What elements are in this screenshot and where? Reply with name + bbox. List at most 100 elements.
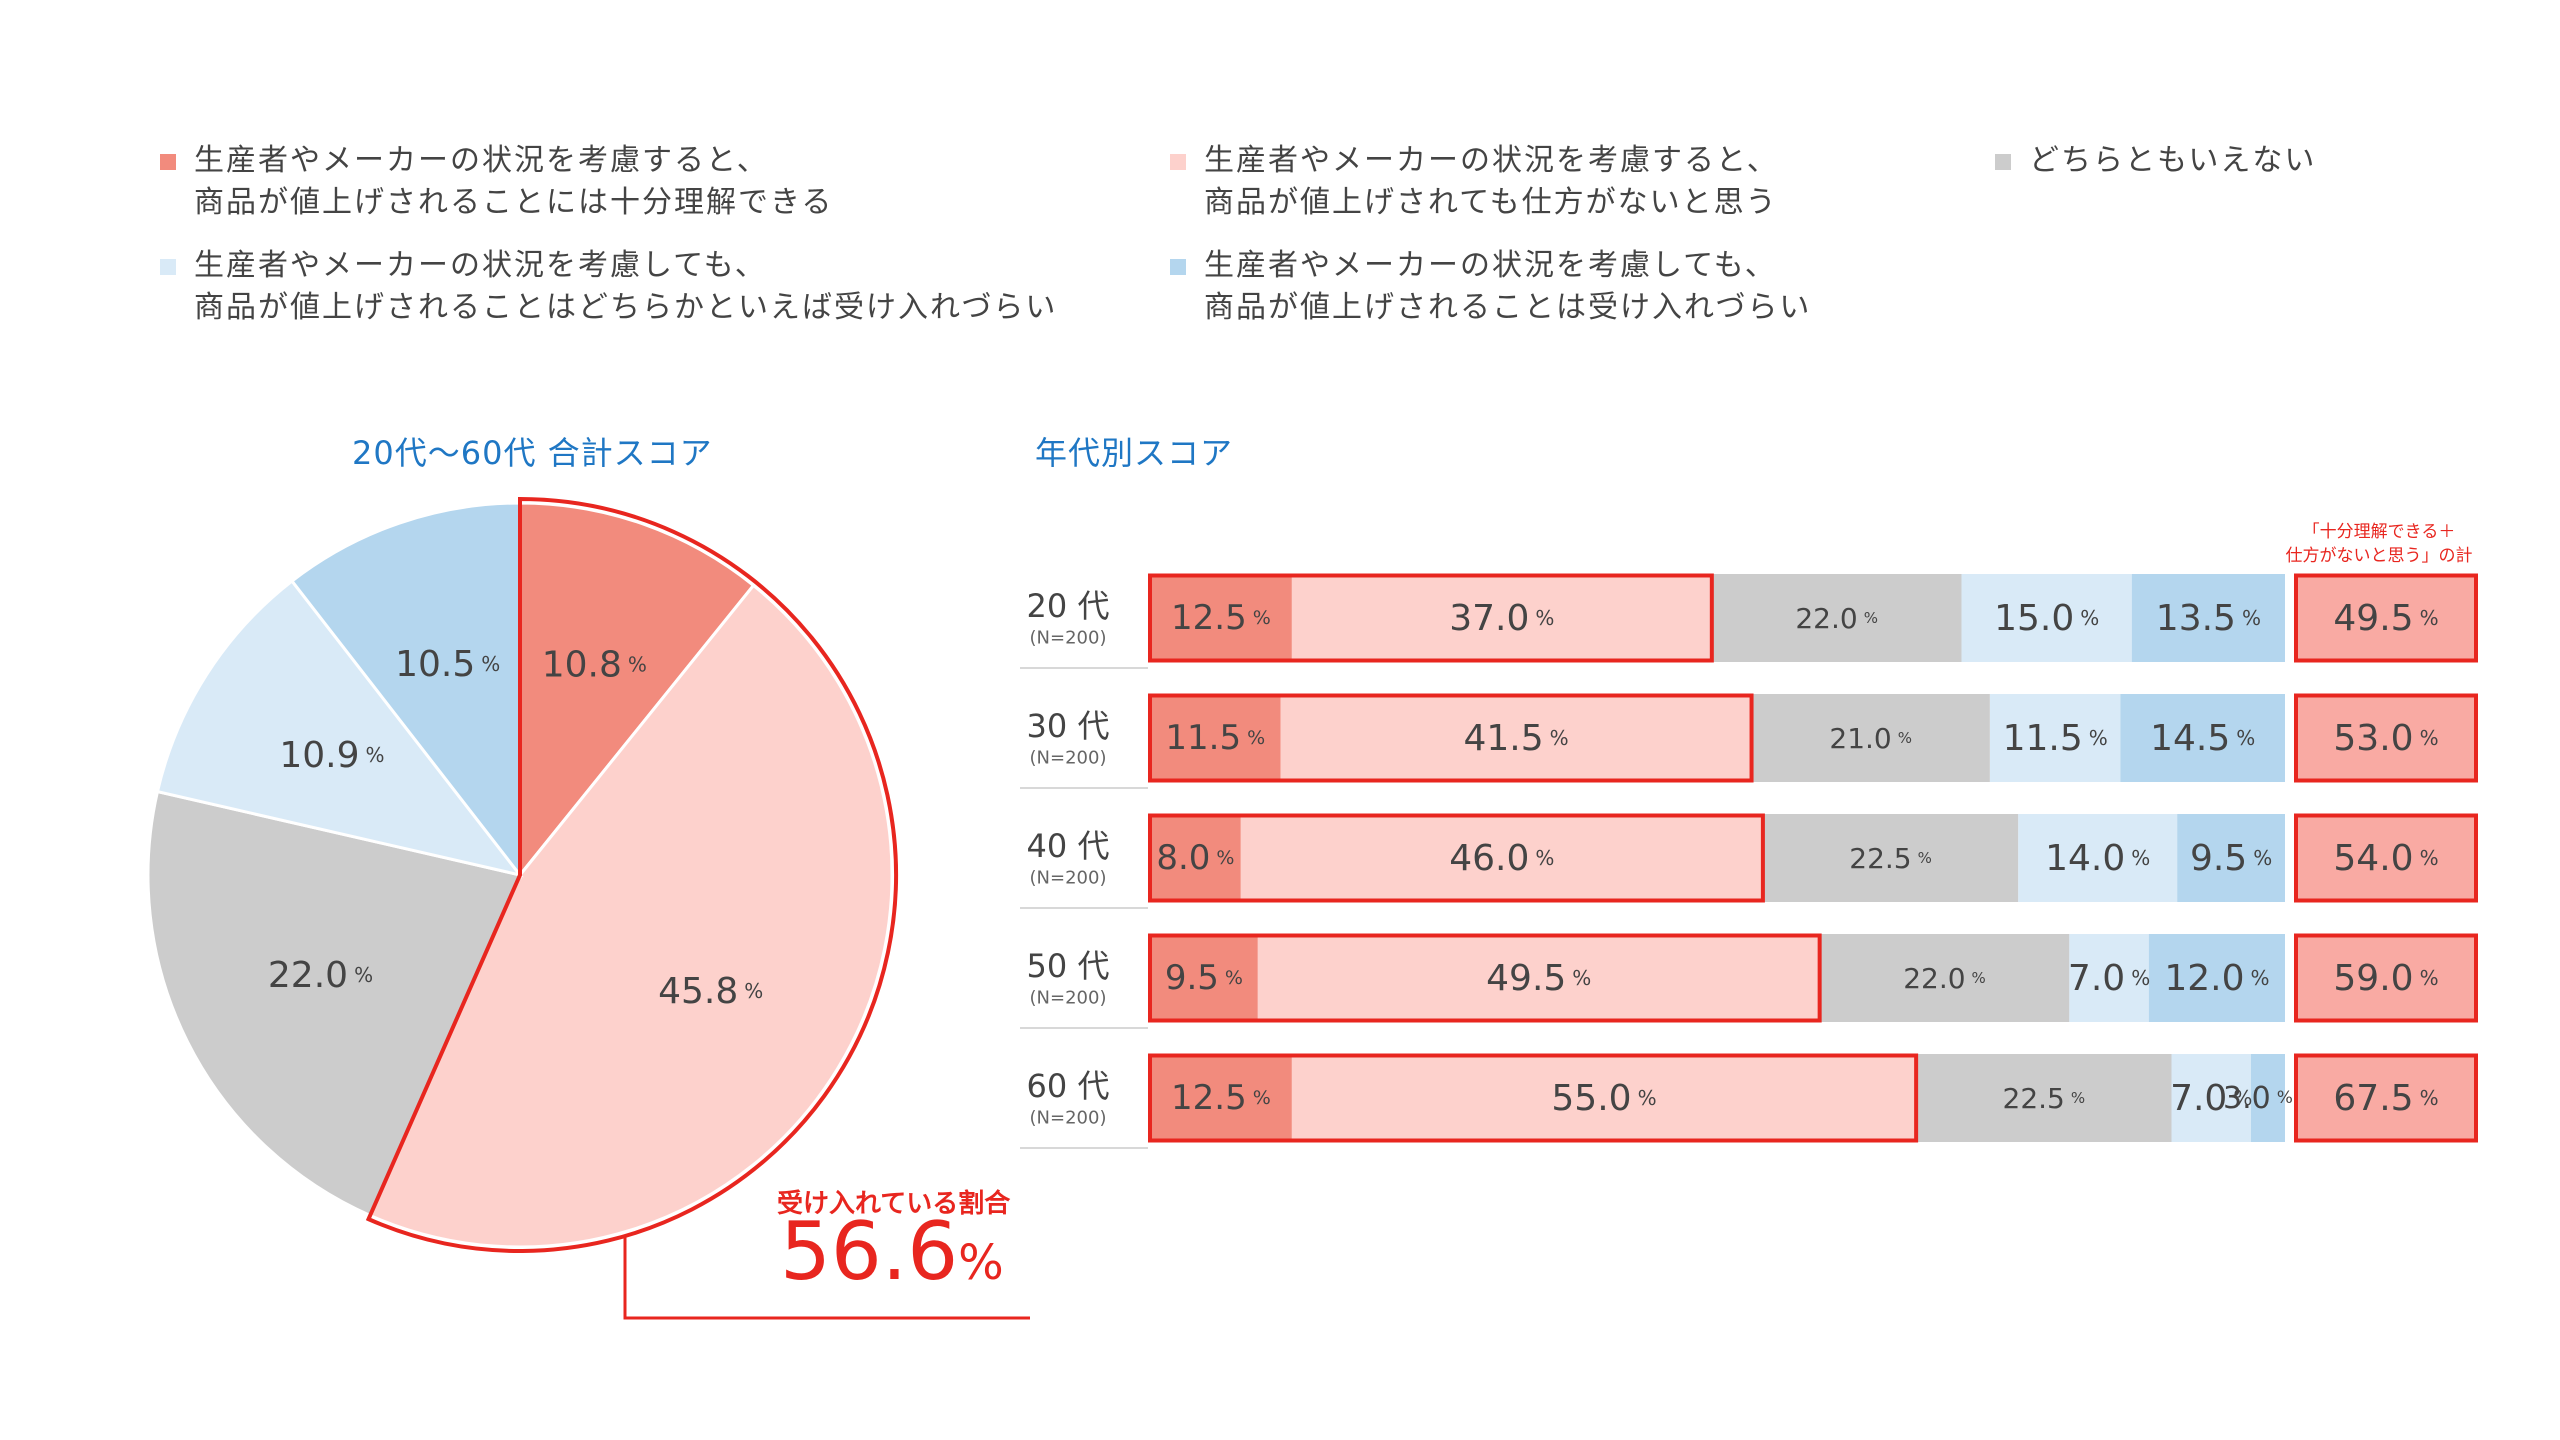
legend-text: 商品が値上げされることはどちらかといえば受け入れづらい xyxy=(194,290,1058,325)
pie-slice-label: 45.8% xyxy=(658,971,763,1012)
legend-text: どちらともいえない xyxy=(2029,143,2317,178)
legend-item-hard: 生産者やメーカーの状況を考慮しても、 商品が値上げされることは受け入れづらい xyxy=(1170,245,1811,329)
bar-segment-label: 22.0% xyxy=(1903,962,1986,995)
bar-segment-label: 14.0% xyxy=(2045,838,2150,879)
bar-segment xyxy=(2120,694,2285,782)
total-box xyxy=(2294,1053,2478,1143)
row-n-label: (N=200) xyxy=(1030,1108,1107,1129)
bar-segment-label: 8.0% xyxy=(1156,838,1234,878)
total-header-line: 仕方がないと思う」の計 xyxy=(2285,546,2473,566)
legend-text: 商品が値上げされても仕方がないと思う xyxy=(1204,185,1778,220)
bar-segment-label: 49.5% xyxy=(1486,958,1591,999)
bar-segment xyxy=(1751,694,1990,782)
legend-swatch-understand xyxy=(160,154,176,170)
bar-segment-label: 3.0% xyxy=(2223,1081,2293,1116)
total-box xyxy=(2294,813,2478,903)
legend-text: 生産者やメーカーの状況を考慮すると、 xyxy=(1204,143,1779,178)
bar-segment xyxy=(2069,934,2149,1022)
legend-text: 生産者やメーカーの状況を考慮すると、 xyxy=(194,143,769,178)
legend: 生産者やメーカーの状況を考慮すると、 商品が値上げされることには十分理解できる … xyxy=(0,0,2560,340)
bar-segment xyxy=(1916,1054,2172,1142)
bar-segment-label: 22.0% xyxy=(1795,602,1878,635)
pie-highlight-outline xyxy=(365,496,898,1253)
bar-segment xyxy=(1257,934,1820,1022)
row-n-label: (N=200) xyxy=(1030,988,1107,1009)
pie-title: 20代～60代 合計スコア xyxy=(352,434,713,472)
bar-segment xyxy=(1762,814,2019,902)
bar-segment-label: 22.5% xyxy=(1849,842,1932,875)
legend-text: 商品が値上げされることは受け入れづらい xyxy=(1204,290,1812,325)
bar-highlight-outline xyxy=(1148,813,1765,903)
bar-segment-label: 13.5% xyxy=(2156,598,2261,639)
pie-slice-label: 10.8% xyxy=(542,644,647,685)
row-n-label: (N=200) xyxy=(1030,868,1107,889)
bar-segment-label: 9.5% xyxy=(1165,958,1243,998)
legend-swatch-unavoidable xyxy=(1170,154,1186,170)
bar-segment-label: 7.0% xyxy=(2170,1078,2252,1119)
total-value-label: 53.0% xyxy=(2333,718,2438,759)
total-header-line: 「十分理解できる＋ xyxy=(2302,522,2456,542)
bar-segment-label: 46.0% xyxy=(1449,838,1554,879)
bar-highlight-outline xyxy=(1148,933,1822,1023)
callout-value: 56.6% xyxy=(780,1205,1004,1298)
bar-segment xyxy=(1291,574,1712,662)
bar-segment-label: 15.0% xyxy=(1994,598,2099,639)
legend-item-reluctant: 生産者やメーカーの状況を考慮しても、 商品が値上げされることはどちらかといえば受… xyxy=(160,245,1057,329)
callout-number: 56.6 xyxy=(780,1205,959,1298)
pie-slice-label: 22.0% xyxy=(268,955,373,996)
total-value-label: 49.5% xyxy=(2333,598,2438,639)
bar-segment xyxy=(2177,814,2285,902)
pie-slice xyxy=(146,789,523,1218)
bar-segment xyxy=(1150,694,1281,782)
bar-segment-label: 11.5% xyxy=(2003,718,2108,759)
legend-text: 商品が値上げされることには十分理解できる xyxy=(194,185,834,220)
bar-segment xyxy=(2148,934,2285,1022)
pie-slice xyxy=(289,501,522,880)
legend-swatch-reluctant xyxy=(160,259,176,275)
legend-item-unavoidable: 生産者やメーカーの状況を考慮すると、 商品が値上げされても仕方がないと思う xyxy=(1170,140,1779,224)
bar-segment-label: 12.5% xyxy=(1171,1078,1271,1118)
bar-segment xyxy=(1240,814,1763,902)
bar-segment xyxy=(1711,574,1962,662)
bar-segment xyxy=(1150,934,1258,1022)
legend-swatch-neutral xyxy=(1995,154,2011,170)
total-box xyxy=(2294,933,2478,1023)
bar-segment xyxy=(1819,934,2070,1022)
row-n-label: (N=200) xyxy=(1030,748,1107,769)
bar-segment xyxy=(1989,694,2121,782)
bar-highlight-outline xyxy=(1148,573,1714,663)
row-age-label: 30 代 xyxy=(1027,707,1110,745)
total-value-label: 54.0% xyxy=(2333,838,2438,879)
bar-segment xyxy=(2131,574,2285,662)
row-age-label: 40 代 xyxy=(1027,827,1110,865)
bar-highlight-outline xyxy=(1148,693,1754,783)
bar-title: 年代別スコア xyxy=(1035,434,1234,472)
bar-segment xyxy=(1150,814,1241,902)
bar-segment-label: 9.5% xyxy=(2190,838,2272,879)
bar-segment-label: 7.0% xyxy=(2068,958,2150,999)
total-box xyxy=(2294,573,2478,663)
bar-segment-label: 37.0% xyxy=(1449,598,1554,639)
bar-segment xyxy=(1150,574,1292,662)
bar-segment xyxy=(2250,1054,2285,1142)
legend-text: 生産者やメーカーの状況を考慮しても、 xyxy=(194,248,767,283)
legend-item-understand: 生産者やメーカーの状況を考慮すると、 商品が値上げされることには十分理解できる xyxy=(160,140,833,224)
total-value-label: 59.0% xyxy=(2333,958,2438,999)
bar-segment-label: 14.5% xyxy=(2150,718,2255,759)
bar-segment-label: 12.5% xyxy=(1171,598,1271,638)
bar-segment-label: 41.5% xyxy=(1463,718,1568,759)
row-age-label: 60 代 xyxy=(1027,1067,1110,1105)
pie-slice xyxy=(368,583,894,1249)
bar-segment xyxy=(2018,814,2178,902)
pie-slice xyxy=(518,501,756,880)
bar-segment xyxy=(1280,694,1752,782)
pie-slice-label: 10.5% xyxy=(395,643,500,684)
legend-text: 生産者やメーカーの状況を考慮しても、 xyxy=(1204,248,1777,283)
row-age-label: 50 代 xyxy=(1027,947,1110,985)
legend-item-neutral: どちらともいえない xyxy=(1995,140,2316,182)
bar-segment xyxy=(1961,574,2132,662)
total-header: 「十分理解できる＋ 仕方がないと思う」の計 xyxy=(2284,520,2474,568)
legend-swatch-hard xyxy=(1170,259,1186,275)
pie-slice xyxy=(155,578,524,878)
